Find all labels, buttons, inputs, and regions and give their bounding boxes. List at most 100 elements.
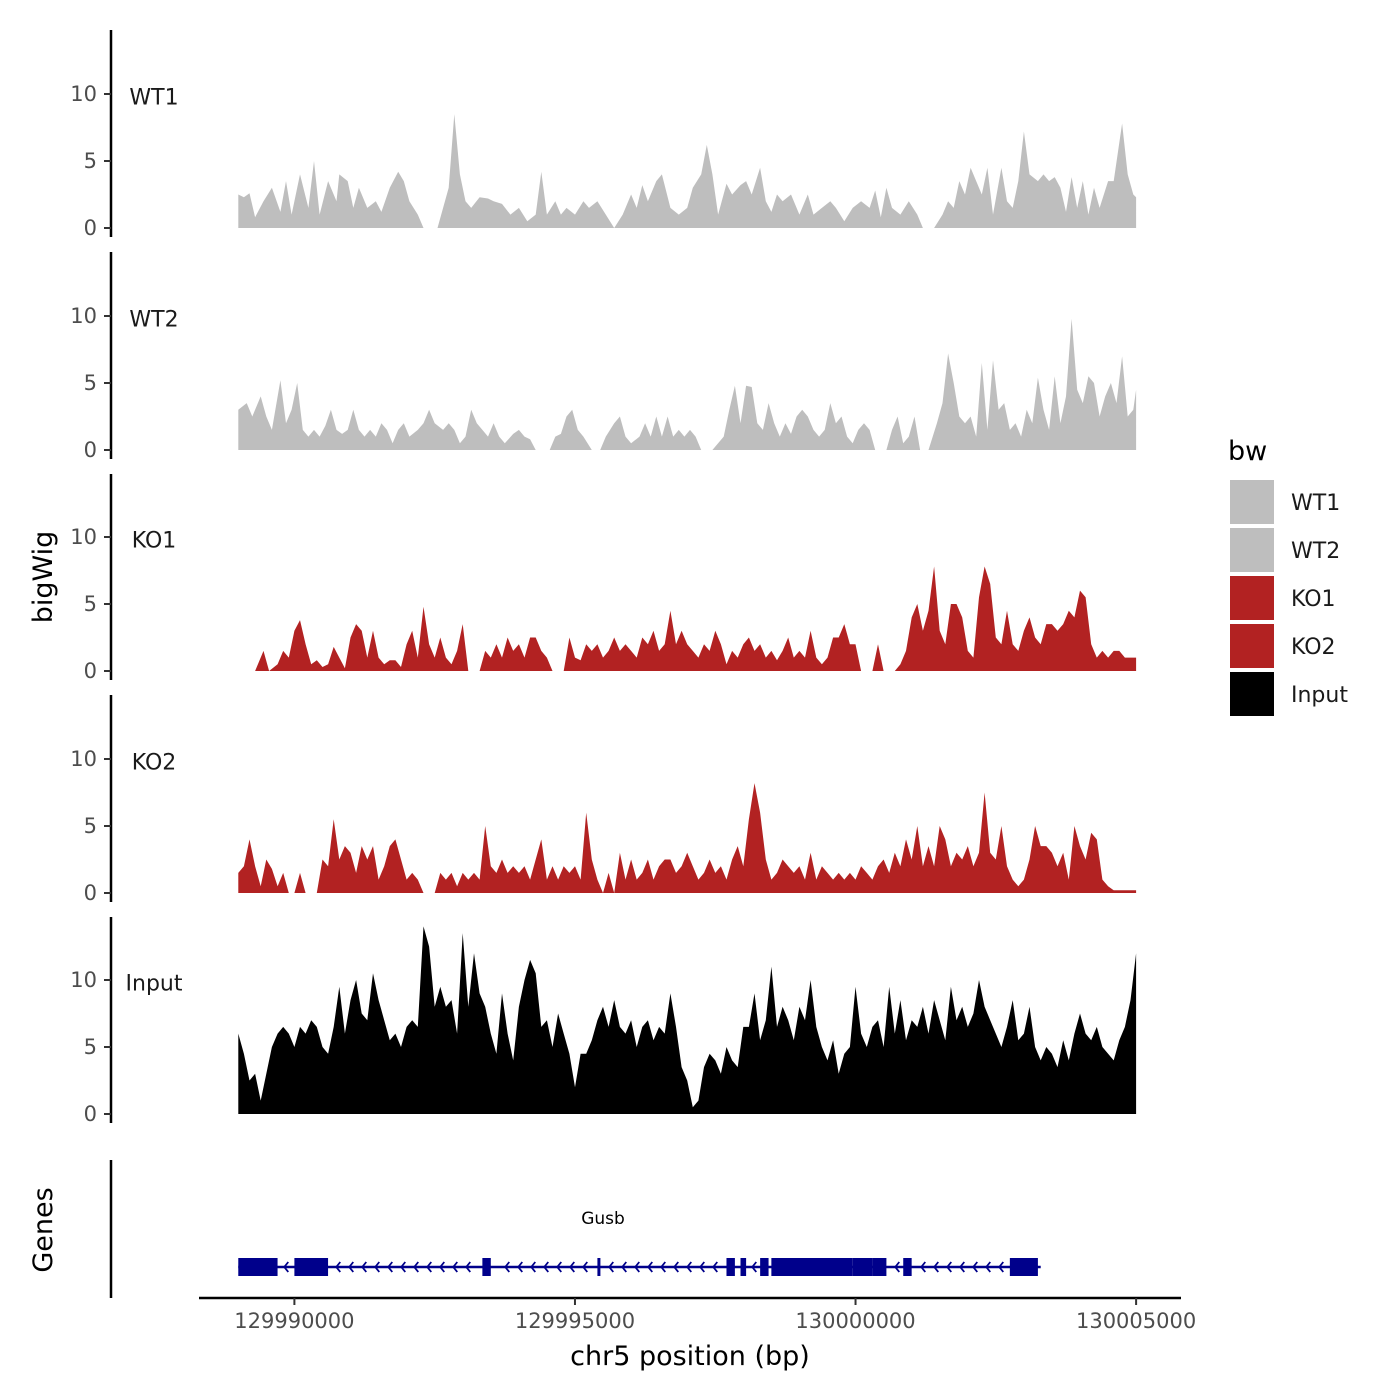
track-label-input: Input (126, 972, 183, 997)
track-label-ko1: KO1 (132, 529, 177, 554)
strand-arrow (530, 1261, 536, 1273)
strand-arrow (361, 1261, 367, 1273)
y-tick-label: 10 (70, 82, 97, 106)
gene-panel: Gusb (109, 1160, 1041, 1298)
gene-exon (771, 1258, 853, 1276)
x-tick-label: 130005000 (1076, 1309, 1196, 1333)
y-tick-label: 0 (84, 659, 97, 683)
legend-key-ko2 (1230, 624, 1274, 668)
strand-arrow (946, 1261, 952, 1273)
strand-arrow (699, 1261, 705, 1273)
strand-arrow (413, 1261, 419, 1273)
area-input (238, 926, 1137, 1114)
area-wt1 (238, 114, 1137, 228)
y-tick-label: 5 (84, 371, 97, 395)
track-label-ko2: KO2 (132, 751, 177, 776)
y-tick-label: 10 (70, 968, 97, 992)
legend-label-wt1: WT1 (1291, 491, 1340, 516)
strand-arrow (959, 1261, 965, 1273)
legend-label-ko1: KO1 (1291, 587, 1336, 612)
y-tick-label: 10 (70, 304, 97, 328)
area-ko2 (238, 783, 1137, 893)
strand-arrow (348, 1261, 354, 1273)
track-label-wt1: WT1 (129, 86, 178, 111)
strand-arrow (426, 1261, 432, 1273)
y-tick-label: 0 (84, 881, 97, 905)
gene-gusb: Gusb (238, 1209, 1041, 1276)
y-axis-title: bigWig (28, 531, 59, 624)
strand-arrow (972, 1261, 978, 1273)
strand-arrow (439, 1261, 445, 1273)
strand-arrow (400, 1261, 406, 1273)
gene-exon (872, 1258, 887, 1276)
strand-arrow (452, 1261, 458, 1273)
area-ko1 (255, 566, 1137, 671)
strand-arrow (374, 1261, 380, 1273)
gene-exon (726, 1258, 735, 1276)
legend-label-ko2: KO2 (1291, 635, 1336, 660)
strand-arrow (686, 1261, 692, 1273)
bigwig-tracks: 0 5 10 WT1 0 5 10 WT2 0 5 10 KO1 0 5 10 KO2 0 5 10 Input (70, 30, 1137, 1126)
strand-arrow (283, 1261, 289, 1273)
strand-arrow (647, 1261, 653, 1273)
strand-arrow (660, 1261, 666, 1273)
strand-arrow (634, 1261, 640, 1273)
strand-arrow (894, 1261, 900, 1273)
gene-exon (597, 1258, 601, 1276)
legend-key-wt1 (1230, 480, 1274, 524)
strand-arrow (569, 1261, 575, 1273)
y-tick-label: 0 (84, 216, 97, 240)
x-tick-label: 129990000 (234, 1309, 354, 1333)
strand-arrow (335, 1261, 341, 1273)
strand-arrow (504, 1261, 510, 1273)
y-tick-label: 10 (70, 747, 97, 771)
strand-arrow (387, 1261, 393, 1273)
x-tick-label: 130000000 (795, 1309, 915, 1333)
track-ko1: 0 5 10 KO1 (70, 474, 1137, 683)
track-label-wt2: WT2 (129, 308, 178, 333)
legend: bw WT1 WT2 KO1 KO2 Input (1228, 436, 1348, 716)
strand-arrow (998, 1261, 1004, 1273)
y-tick-label: 10 (70, 525, 97, 549)
x-axis: 129990000 129995000 130000000 130005000 (199, 1296, 1196, 1333)
strand-arrow (985, 1261, 991, 1273)
y-tick-label: 5 (84, 149, 97, 173)
legend-key-input (1230, 672, 1274, 716)
y-tick-label: 5 (84, 1035, 97, 1059)
strand-arrow (543, 1261, 549, 1273)
gene-exon (740, 1258, 747, 1276)
legend-label-input: Input (1291, 683, 1348, 708)
area-wt2 (238, 318, 1137, 450)
strand-arrow (517, 1261, 523, 1273)
gene-exon (238, 1258, 278, 1276)
strand-arrow (621, 1261, 627, 1273)
track-wt2: 0 5 10 WT2 (70, 252, 1137, 462)
strand-arrow (712, 1261, 718, 1273)
strand-arrow (673, 1261, 679, 1273)
gene-exon (760, 1258, 769, 1276)
x-axis-title: chr5 position (bp) (570, 1341, 810, 1372)
legend-key-ko1 (1230, 576, 1274, 620)
y-tick-label: 5 (84, 814, 97, 838)
y-tick-label: 0 (84, 438, 97, 462)
strand-arrow (582, 1261, 588, 1273)
strand-arrow (465, 1261, 471, 1273)
strand-arrow (933, 1261, 939, 1273)
gene-label: Gusb (581, 1209, 625, 1229)
genes-axis-title: Genes (28, 1187, 59, 1272)
strand-arrow (556, 1261, 562, 1273)
legend-title: bw (1228, 436, 1267, 467)
strand-arrow (920, 1261, 926, 1273)
gene-exon (903, 1258, 912, 1276)
track-wt1: 0 5 10 WT1 (70, 30, 1137, 240)
y-tick-label: 0 (84, 1102, 97, 1126)
strand-arrow (751, 1261, 757, 1273)
strand-arrow (608, 1261, 614, 1273)
legend-label-wt2: WT2 (1291, 539, 1340, 564)
legend-key-wt2 (1230, 528, 1274, 572)
gene-exon (294, 1258, 329, 1276)
track-input: 0 5 10 Input (70, 917, 1137, 1126)
track-ko2: 0 5 10 KO2 (70, 695, 1137, 905)
gene-exon (852, 1258, 873, 1276)
